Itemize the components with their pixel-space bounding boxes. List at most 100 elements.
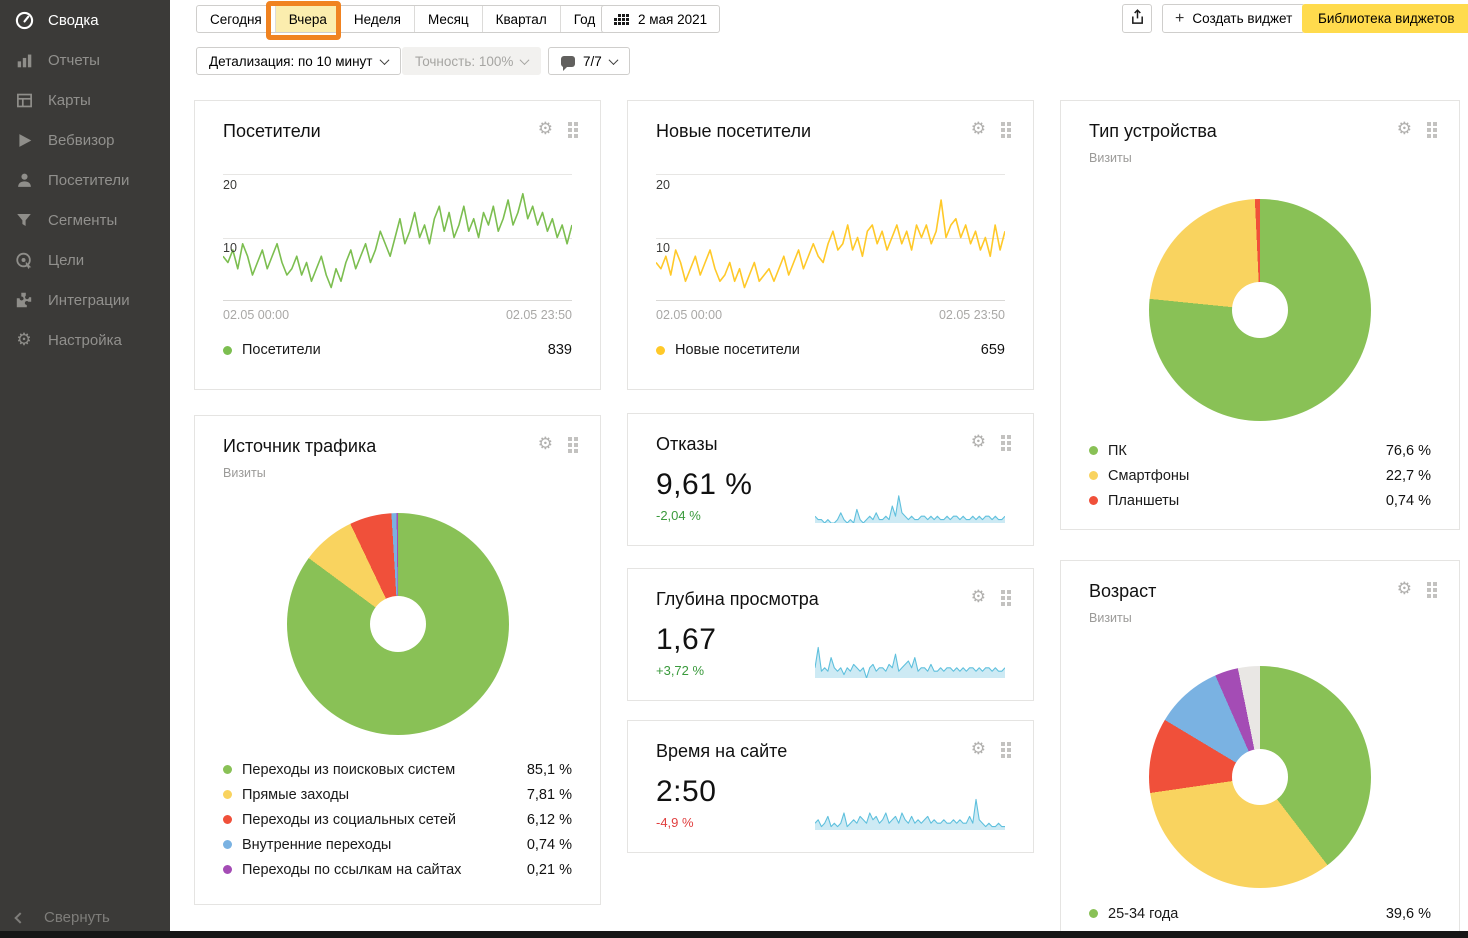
sidebar-item-maps[interactable]: Карты: [0, 80, 170, 120]
legend-value: 0,74 %: [1386, 493, 1431, 509]
depth-sparkline[interactable]: [815, 644, 1005, 678]
legend-dot: [656, 346, 665, 355]
legend-dot: [1089, 446, 1098, 455]
collapse-sidebar-button[interactable]: Свернуть: [0, 909, 110, 926]
sidebar-item-segments[interactable]: Сегменты: [0, 200, 170, 240]
legend-value: 22,7 %: [1386, 468, 1431, 484]
widget-time-on-site: Время на сайте ⚙ 2:50 -4,9 %: [627, 720, 1034, 853]
metric-value: 2:50: [656, 775, 716, 809]
widget-drag-handle-icon[interactable]: [1001, 590, 1011, 606]
widget-settings-gear-icon[interactable]: ⚙: [971, 121, 986, 138]
tab-quarter[interactable]: Квартал: [482, 6, 560, 32]
widget-device-type: Тип устройства ⚙ Визиты ПК 76,6 % Смартф…: [1060, 100, 1460, 530]
legend-item[interactable]: Переходы из социальных сетей 6,12 %: [223, 807, 572, 832]
sidebar-item-label: Цели: [48, 252, 84, 269]
gear-icon: ⚙: [14, 330, 34, 350]
legend-dot: [1089, 496, 1098, 505]
sidebar-item-label: Посетители: [48, 172, 129, 189]
widget-settings-gear-icon[interactable]: ⚙: [971, 589, 986, 606]
bottom-window-edge: [0, 931, 1468, 938]
sidebar-item-settings[interactable]: ⚙ Настройка: [0, 320, 170, 360]
export-button[interactable]: [1122, 4, 1152, 33]
sidebar-item-webvisor[interactable]: Вебвизор: [0, 120, 170, 160]
widget-subtitle: Визиты: [223, 466, 266, 480]
widget-drag-handle-icon[interactable]: [1001, 742, 1011, 758]
sidebar-item-integrations[interactable]: Интеграции: [0, 280, 170, 320]
date-picker-button[interactable]: 2 мая 2021: [601, 5, 720, 33]
legend-item[interactable]: Внутренние переходы 0,74 %: [223, 832, 572, 857]
traffic-source-donut-chart[interactable]: [287, 513, 509, 735]
widget-drag-handle-icon[interactable]: [568, 437, 578, 453]
tab-yesterday[interactable]: Вчера: [275, 6, 340, 32]
widget-settings-gear-icon[interactable]: ⚙: [538, 121, 553, 138]
target-icon: [14, 250, 34, 270]
legend-item[interactable]: Новые посетители 659: [656, 342, 1005, 358]
bounces-sparkline[interactable]: [815, 489, 1005, 523]
device-type-donut-chart[interactable]: [1149, 199, 1371, 421]
legend-item[interactable]: Прямые заходы 7,81 %: [223, 782, 572, 807]
widget-title: Источник трафика: [223, 436, 376, 457]
accuracy-dropdown[interactable]: Точность: 100%: [402, 47, 541, 75]
new-visitors-line-chart[interactable]: [656, 175, 1005, 300]
time-on-site-sparkline[interactable]: [815, 796, 1005, 830]
legend-value: 6,12 %: [527, 812, 572, 828]
widget-new-visitors: Новые посетители ⚙ 20 10 02.05 00:0002.0…: [627, 100, 1034, 390]
legend-dot: [1089, 909, 1098, 918]
widget-subtitle: Визиты: [1089, 151, 1132, 165]
person-icon: [14, 170, 34, 190]
widget-drag-handle-icon[interactable]: [1427, 582, 1437, 598]
widget-settings-gear-icon[interactable]: ⚙: [1397, 121, 1412, 138]
age-donut-chart[interactable]: [1149, 666, 1371, 888]
tab-week[interactable]: Неделя: [340, 6, 414, 32]
legend-item[interactable]: Планшеты 0,74 %: [1089, 488, 1431, 513]
sidebar-item-goals[interactable]: Цели: [0, 240, 170, 280]
legend-value: 85,1 %: [527, 762, 572, 778]
legend-value: 0,74 %: [527, 837, 572, 853]
comments-dropdown[interactable]: 7/7: [548, 47, 630, 75]
sidebar-item-label: Сегменты: [48, 212, 117, 229]
donut-legend: Переходы из поисковых систем 85,1 % Прям…: [223, 757, 572, 882]
widget-settings-gear-icon[interactable]: ⚙: [971, 434, 986, 451]
legend-label: Планшеты: [1108, 493, 1179, 509]
legend-value: 659: [981, 342, 1005, 358]
legend-label: ПК: [1108, 443, 1127, 459]
line-chart-plot: 20 10: [223, 174, 572, 301]
legend-item[interactable]: Смартфоны 22,7 %: [1089, 463, 1431, 488]
legend-item[interactable]: Переходы из поисковых систем 85,1 %: [223, 757, 572, 782]
widget-drag-handle-icon[interactable]: [1427, 122, 1437, 138]
create-widget-button[interactable]: + Создать виджет: [1162, 4, 1305, 33]
widget-settings-gear-icon[interactable]: ⚙: [1397, 581, 1412, 598]
chevron-down-icon: [379, 55, 389, 65]
widget-visitors: Посетители ⚙ 20 10 02.05 00:0002.05 23:5…: [194, 100, 601, 390]
sidebar-item-summary[interactable]: Сводка: [0, 0, 170, 40]
visitors-line-chart[interactable]: [223, 175, 572, 300]
x-axis: 02.05 00:0002.05 23:50: [656, 308, 1005, 322]
tab-month[interactable]: Месяц: [414, 6, 482, 32]
widget-drag-handle-icon[interactable]: [1001, 435, 1011, 451]
legend-dot: [223, 765, 232, 774]
sidebar-item-label: Карты: [48, 92, 91, 109]
widget-drag-handle-icon[interactable]: [568, 122, 578, 138]
tab-today[interactable]: Сегодня: [197, 6, 275, 32]
legend-item[interactable]: ПК 76,6 %: [1089, 438, 1431, 463]
legend-item[interactable]: 25-34 года 39,6 %: [1089, 901, 1431, 926]
sidebar-item-reports[interactable]: Отчеты: [0, 40, 170, 80]
metric-delta: -4,9 %: [656, 815, 694, 830]
legend-label: Прямые заходы: [242, 787, 349, 803]
widget-title: Отказы: [656, 434, 718, 455]
x-axis: 02.05 00:0002.05 23:50: [223, 308, 572, 322]
widget-library-button[interactable]: Библиотека виджетов: [1302, 4, 1468, 33]
sidebar-item-visitors[interactable]: Посетители: [0, 160, 170, 200]
legend-item[interactable]: Посетители 839: [223, 342, 572, 358]
funnel-icon: [14, 210, 34, 230]
sidebar-item-label: Сводка: [48, 12, 99, 29]
widget-settings-gear-icon[interactable]: ⚙: [971, 741, 986, 758]
legend-dot: [223, 790, 232, 799]
y-tick: 20: [223, 178, 237, 192]
legend-item[interactable]: Переходы по ссылкам на сайтах 0,21 %: [223, 857, 572, 882]
widget-drag-handle-icon[interactable]: [1001, 122, 1011, 138]
widget-settings-gear-icon[interactable]: ⚙: [538, 436, 553, 453]
legend-dot: [223, 346, 232, 355]
detail-level-dropdown[interactable]: Детализация: по 10 минут: [196, 47, 401, 75]
metric-delta: +3,72 %: [656, 663, 704, 678]
